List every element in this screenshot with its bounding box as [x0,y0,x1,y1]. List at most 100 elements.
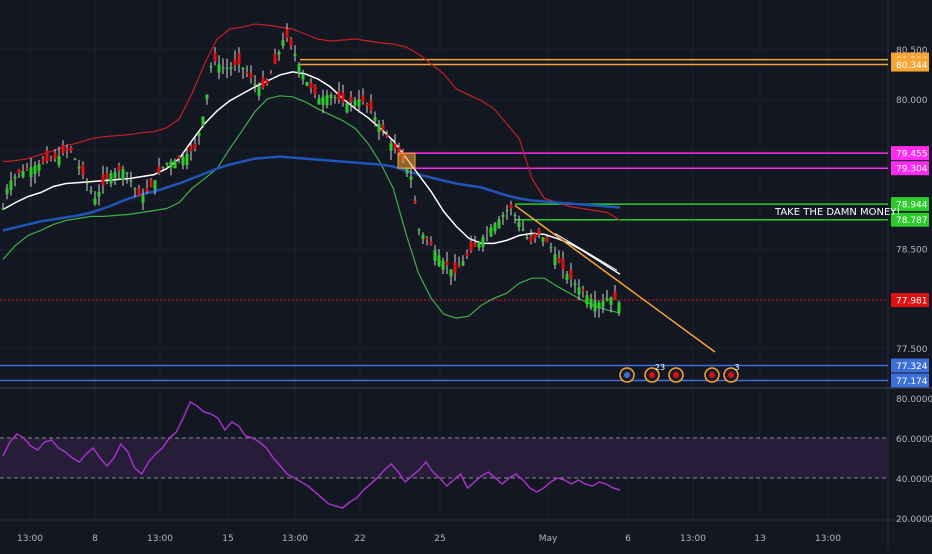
candle-body-102 [409,176,413,180]
candle-body-129 [517,221,521,228]
event-badge-dot-0 [624,372,630,378]
candle-body-133 [533,233,537,239]
candle-body-11 [45,150,49,162]
time-tick-7: May [539,534,558,544]
price-label-box-77.174 [891,373,929,388]
price-label-79.455: 79.455 [896,150,928,160]
candle-body-152 [609,296,613,305]
candle-body-84 [337,91,341,100]
bollinger-middle-line [2,71,621,275]
candle-body-89 [357,99,361,107]
candle-body-77 [309,82,313,89]
candle-body-108 [433,249,437,261]
candle-body-148 [593,300,597,312]
candle-body-45 [181,156,185,166]
rsi-line [2,400,621,509]
time-tick-11: 13:00 [815,534,841,544]
event-badge-count-1: 3 [734,363,739,372]
candle-body-39 [157,166,161,174]
price-label-box-79.455 [891,146,929,161]
candle-body-126 [505,210,509,212]
candle-body-93 [373,117,377,121]
candle-body-103 [413,200,417,204]
candle-body-134 [537,228,541,235]
candle-body-30 [121,169,125,181]
candle-body-73 [293,53,297,56]
candle-body-145 [581,289,585,292]
candle-body-67 [269,73,273,75]
candle-body-130 [521,229,525,231]
price-label-80.344: 80.344 [896,61,928,71]
highlight-box [397,152,416,169]
time-tick-1: 8 [92,534,98,544]
candle-body-82 [329,94,333,98]
candle-body-56 [225,68,229,70]
candle-body-109 [437,255,441,267]
candle-body-124 [497,219,501,228]
candle-body-0 [1,208,5,210]
candle-body-96 [385,134,389,137]
time-tick-8: 6 [625,534,631,544]
candle-body-61 [245,72,249,74]
candle-body-21 [85,182,89,184]
candle-body-72 [289,38,293,47]
drawings-layer [397,152,716,353]
price-label-77.174: 77.174 [896,377,928,387]
candle-body-19 [77,166,81,169]
candle-body-88 [353,100,357,106]
price-label-77.324: 77.324 [896,362,928,372]
candle-body-5 [21,171,25,177]
candle-body-151 [605,298,609,301]
time-tick-4: 13:00 [282,534,308,544]
candle-body-147 [589,298,593,308]
candle-body-85 [341,92,345,103]
candle-body-63 [253,83,257,86]
candle-body-135 [541,237,545,242]
candle-body-55 [221,67,225,69]
candle-body-3 [13,176,17,179]
candle-body-53 [213,52,217,62]
candle-body-1 [5,188,9,195]
candles-layer [1,23,621,318]
candle-body-83 [333,97,337,99]
candle-body-117 [469,241,473,252]
price-label-box-77.981 [891,293,929,308]
candle-body-120 [481,237,485,247]
candle-body-40 [161,166,165,168]
take-profit-annotation: TAKE THE DAMN MONEY! [775,207,901,218]
candle-body-62 [249,73,253,79]
candle-body-49 [197,132,201,136]
candle-body-44 [177,156,181,159]
rsi-tick-0: 80.0000 [896,395,932,405]
candle-body-59 [237,53,241,65]
candle-body-127 [509,204,513,209]
event-badges-layer: 23 3 [619,363,740,383]
time-tick-3: 15 [222,534,233,544]
candle-body-113 [453,262,457,274]
candle-body-26 [105,173,109,179]
candle-body-142 [569,269,573,279]
candle-body-112 [449,269,453,277]
candle-body-78 [313,85,317,95]
candle-body-68 [273,53,277,64]
candle-body-47 [189,146,193,152]
candle-body-24 [97,191,101,197]
candle-body-149 [597,302,601,309]
candle-body-65 [261,77,265,88]
rsi-tick-1: 60.0000 [896,435,932,445]
candle-body-46 [185,153,189,165]
bollinger-upper-line [2,23,621,221]
candle-body-60 [241,67,245,70]
candle-body-15 [61,144,65,154]
event-badge-dot-2 [673,372,679,378]
candle-body-32 [129,180,133,182]
candle-body-91 [365,103,369,106]
candle-body-99 [397,147,401,156]
bollinger-lower-line [2,95,621,319]
candle-body-58 [233,59,237,66]
price-tick-2: 78.500 [896,245,928,255]
candle-body-2 [9,180,13,190]
